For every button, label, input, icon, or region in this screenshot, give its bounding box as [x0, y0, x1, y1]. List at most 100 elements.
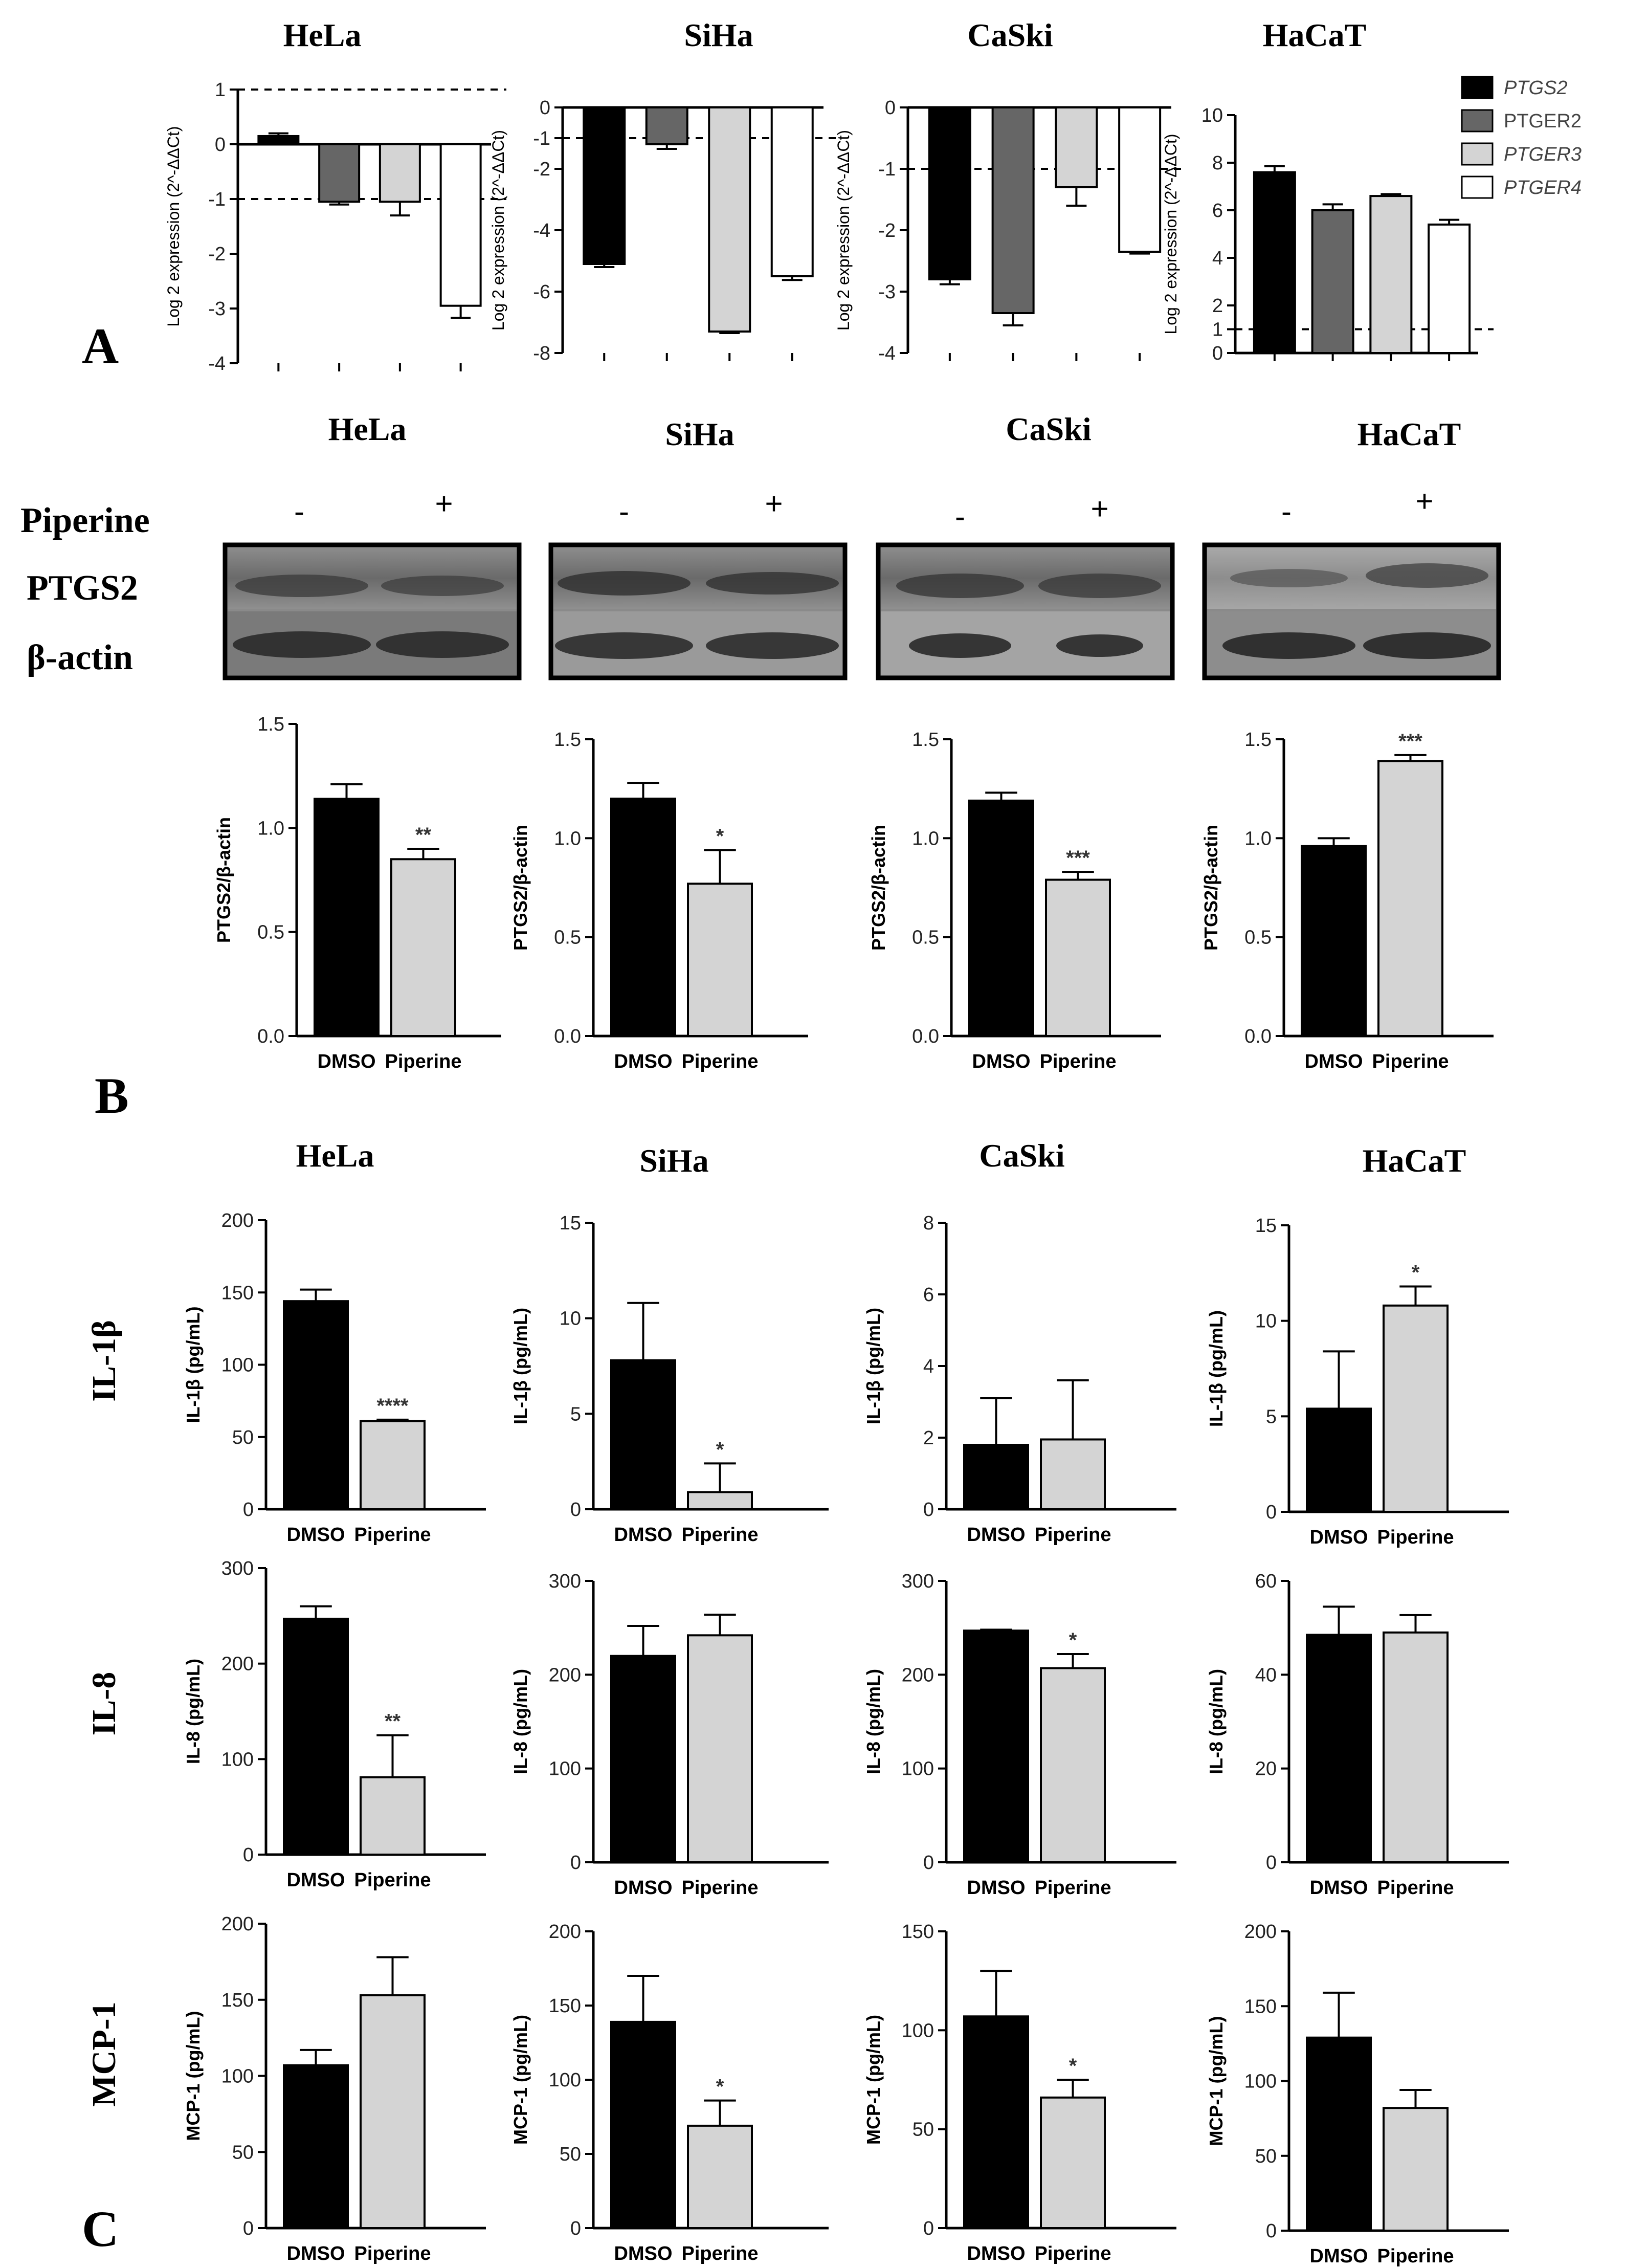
y-tick-label: -8	[533, 343, 550, 364]
y-axis-label: Log 2 expression (2^-ΔΔCt)	[834, 130, 853, 331]
bar	[283, 2064, 349, 2230]
category-label: Piperine	[1372, 1051, 1449, 1072]
legend-swatch-ptger4	[1461, 175, 1494, 199]
title-a-hacat: HaCaT	[1263, 17, 1367, 53]
category-label: DMSO	[318, 1051, 376, 1072]
bar	[610, 1655, 676, 1864]
y-tick-label: 1.5	[257, 714, 284, 735]
y-tick-label: 100	[221, 1355, 254, 1376]
category-label: DMSO	[614, 1051, 673, 1072]
title-a-hela: HeLa	[283, 17, 362, 53]
y-tick-label: 200	[549, 1921, 581, 1943]
y-tick-label: 1.0	[912, 828, 939, 849]
category-label: DMSO	[287, 1524, 345, 1546]
title-b-hacat: HaCaT	[1357, 416, 1461, 452]
bar	[687, 1634, 753, 1863]
y-tick-label: 0	[570, 1499, 581, 1521]
chart-12: 0 100 200 300 IL-8 (pg/mL) DMSO ** Piperine	[183, 1558, 486, 1891]
bar	[963, 1444, 1029, 1510]
significance-label: *	[716, 825, 724, 848]
category-label: DMSO	[1310, 1527, 1368, 1548]
bar	[687, 1491, 753, 1510]
y-tick-label: 150	[221, 1282, 254, 1304]
y-tick-label: 1.5	[554, 729, 581, 751]
legend-label-ptger2: PTGER2	[1504, 111, 1582, 132]
y-tick-label: 0.0	[554, 1026, 581, 1047]
bar	[318, 143, 361, 203]
western-blot-hacat	[1202, 542, 1501, 680]
y-tick-label: 150	[549, 1995, 581, 2017]
bar	[1055, 106, 1098, 188]
y-tick-label: 1.0	[1244, 828, 1272, 849]
y-tick-label: 0	[923, 1499, 934, 1521]
chart-2: -4 -3 -2 -1 0 Log 2 expression (2^-ΔΔCt)	[834, 97, 1187, 364]
bar	[610, 798, 676, 1037]
y-tick-label: 5	[1266, 1406, 1277, 1427]
bar	[1306, 1407, 1372, 1513]
y-tick-label: 0	[570, 2218, 581, 2239]
chart-16: 0 50 100 150 200 MCP-1 (pg/mL) DMSO Piperine	[183, 1913, 486, 2264]
chart-17: 0 50 100 150 200 MCP-1 (pg/mL) DMSO * Piperine	[510, 1921, 829, 2264]
bar	[687, 2124, 753, 2229]
significance-label: ***	[1066, 847, 1090, 869]
bar	[1253, 171, 1296, 354]
y-tick-label: 2	[1212, 295, 1223, 317]
category-label: DMSO	[614, 1524, 673, 1546]
y-axis-label: MCP-1 (pg/mL)	[510, 2015, 531, 2145]
category-label: DMSO	[614, 1877, 673, 1899]
chart-7: 0.0 0.5 1.0 1.5 PTGS2/β-actin DMSO *** Piperine	[1200, 729, 1494, 1072]
chart-6: 0.0 0.5 1.0 1.5 PTGS2/β-actin DMSO *** Piperine	[868, 729, 1161, 1072]
y-tick-label: 0	[923, 2218, 934, 2239]
y-tick-label: -2	[533, 159, 550, 180]
y-tick-label: 50	[912, 2119, 934, 2141]
western-actin-label: β-actin	[27, 638, 133, 677]
bar	[1045, 878, 1111, 1037]
category-label: Piperine	[385, 1051, 462, 1072]
category-label: DMSO	[614, 2243, 673, 2264]
y-tick-label: -1	[878, 159, 896, 180]
bar	[928, 106, 971, 280]
chart-19: 0 50 100 150 200 MCP-1 (pg/mL) DMSO Piperine	[1206, 1921, 1509, 2267]
chart-11: 0 5 10 15 IL-1β (pg/mL) DMSO * Piperine	[1206, 1215, 1509, 1548]
y-tick-label: 8	[923, 1213, 934, 1234]
significance-label: *	[716, 2076, 724, 2098]
y-tick-label: -3	[208, 298, 226, 320]
y-tick-label: 1.5	[1244, 729, 1272, 751]
y-tick-label: 0.5	[912, 927, 939, 949]
bar	[314, 798, 380, 1038]
significance-label: *	[716, 1438, 724, 1461]
bar	[390, 858, 456, 1038]
category-label: DMSO	[967, 1877, 1026, 1899]
y-tick-label: 1	[1212, 319, 1223, 341]
y-axis-label: Log 2 expression (2^-ΔΔCt)	[489, 130, 507, 331]
y-axis-label: IL-1β (pg/mL)	[510, 1308, 531, 1424]
y-axis-label: PTGS2/β-actin	[1200, 825, 1221, 951]
y-tick-label: -1	[533, 128, 550, 149]
y-tick-label: -3	[878, 281, 896, 303]
y-tick-label: 0	[1266, 2220, 1277, 2242]
y-axis-label: PTGS2/β-actin	[510, 825, 531, 951]
significance-label: **	[415, 824, 432, 846]
y-axis-label: MCP-1 (pg/mL)	[183, 2011, 204, 2141]
category-label: Piperine	[682, 1051, 759, 1072]
wb-siha-plus: +	[765, 487, 783, 521]
category-label: Piperine	[1377, 1877, 1454, 1899]
y-tick-label: 50	[1255, 2146, 1277, 2167]
y-tick-label: 100	[549, 2069, 581, 2091]
title-c-caski: CaSki	[979, 1137, 1064, 1174]
y-tick-label: 40	[1255, 1664, 1277, 1686]
y-tick-label: 0	[243, 1844, 254, 1866]
y-tick-label: 1.0	[257, 818, 284, 839]
title-c-hacat: HaCaT	[1363, 1142, 1466, 1179]
y-tick-label: 5	[570, 1403, 581, 1425]
wb-caski-minus: -	[955, 499, 965, 534]
western-blot-siha	[548, 542, 848, 680]
y-tick-label: 0	[923, 1852, 934, 1874]
significance-label: **	[385, 1710, 401, 1733]
western-blot-hela	[222, 542, 522, 680]
bar	[1118, 106, 1162, 253]
y-tick-label: 15	[560, 1213, 581, 1234]
y-axis-label: IL-1β (pg/mL)	[1206, 1310, 1227, 1427]
category-label: Piperine	[354, 2243, 431, 2264]
category-label: Piperine	[682, 2243, 759, 2264]
